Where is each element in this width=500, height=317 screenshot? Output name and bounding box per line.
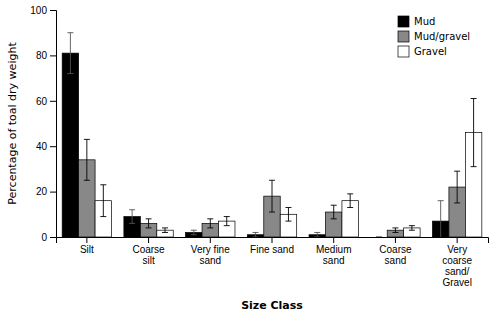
tick: 40 bbox=[36, 141, 56, 152]
error-bar bbox=[331, 205, 337, 219]
tick: Fine sand bbox=[250, 237, 294, 255]
series bbox=[79, 139, 466, 237]
series bbox=[62, 33, 449, 237]
legend-swatch bbox=[398, 16, 409, 27]
error-bar bbox=[224, 217, 230, 226]
tick-label: Silt bbox=[80, 244, 94, 255]
tick-label: 0 bbox=[41, 232, 47, 243]
error-bar bbox=[285, 207, 291, 221]
tick-mark bbox=[50, 146, 56, 147]
error-bar bbox=[376, 237, 382, 238]
legend-label: Mud/gravel bbox=[414, 31, 470, 42]
error-bar bbox=[191, 230, 197, 235]
error-bar bbox=[100, 185, 106, 217]
error-bar bbox=[84, 139, 90, 180]
error-bar bbox=[67, 33, 73, 74]
tick-mark bbox=[50, 10, 56, 11]
tick-mark bbox=[50, 237, 56, 238]
tick-mark bbox=[50, 101, 56, 102]
tick-label: Mediumsand bbox=[316, 244, 352, 266]
error-bar bbox=[471, 99, 477, 167]
tick-mark bbox=[148, 237, 149, 243]
error-bar bbox=[146, 219, 152, 228]
error-bar bbox=[129, 210, 135, 224]
plot: 0 20 40 60 80 100 Silt Coarsesilt Very finesand F… bbox=[30, 5, 488, 288]
legend-swatch bbox=[398, 46, 409, 57]
tick: Very finesand bbox=[191, 237, 230, 266]
tick-label: Coarsesand bbox=[379, 244, 412, 266]
error-bar bbox=[347, 194, 353, 208]
tick: 0 bbox=[41, 232, 56, 243]
tick-label: Verycoarsesand/Gravel bbox=[442, 244, 472, 288]
error-bar bbox=[409, 226, 415, 231]
tick: Coarsesand bbox=[379, 237, 412, 266]
x-axis-title: Size Class bbox=[241, 299, 303, 312]
tick-mark bbox=[50, 55, 56, 56]
tick-label: 100 bbox=[30, 5, 47, 16]
tick-label: Very finesand bbox=[191, 244, 230, 266]
marks bbox=[62, 33, 482, 237]
tick-label: Coarsesilt bbox=[132, 244, 165, 266]
error-bar bbox=[392, 228, 398, 233]
error-bar bbox=[253, 232, 259, 237]
tick: 20 bbox=[36, 186, 56, 197]
tick: 80 bbox=[36, 50, 56, 61]
tick: Silt bbox=[80, 237, 94, 255]
tick: 100 bbox=[30, 5, 56, 16]
tick-label: Fine sand bbox=[250, 244, 294, 255]
tick-mark bbox=[457, 237, 458, 243]
chart: 0 20 40 60 80 100 Silt Coarsesilt Very finesand F… bbox=[0, 0, 500, 317]
bar bbox=[62, 53, 78, 237]
tick-mark bbox=[333, 237, 334, 243]
error-bar bbox=[454, 171, 460, 203]
legend-label: Mud bbox=[414, 16, 435, 27]
series bbox=[95, 99, 482, 237]
y-axis: 0 20 40 60 80 100 bbox=[30, 5, 56, 243]
tick-mark bbox=[210, 237, 211, 243]
error-bar bbox=[438, 201, 444, 237]
tick-mark bbox=[272, 237, 273, 243]
tick-mark bbox=[395, 237, 396, 243]
error-bar bbox=[162, 228, 168, 233]
tick-label: 80 bbox=[36, 50, 48, 61]
legend-item: Mud/gravel bbox=[398, 31, 470, 42]
tick-label: 60 bbox=[36, 96, 48, 107]
error-bar bbox=[314, 232, 320, 237]
legend-label: Gravel bbox=[414, 46, 447, 57]
legend-item: Mud bbox=[398, 16, 435, 27]
bar bbox=[371, 237, 387, 238]
tick: Mediumsand bbox=[316, 237, 352, 266]
tick-label: 40 bbox=[36, 141, 48, 152]
axis-line bbox=[50, 11, 57, 238]
tick: 60 bbox=[36, 96, 56, 107]
legend-swatch bbox=[398, 31, 409, 42]
tick-mark bbox=[50, 192, 56, 193]
legend: Mud Mud/gravel Gravel bbox=[398, 16, 470, 57]
x-axis: Silt Coarsesilt Very finesand Fine sand Medi… bbox=[57, 237, 489, 288]
tick-label: 20 bbox=[36, 186, 48, 197]
error-bar bbox=[269, 180, 275, 212]
error-bar bbox=[207, 219, 213, 228]
tick-mark bbox=[86, 237, 87, 243]
axis-line bbox=[57, 238, 489, 244]
tick: Verycoarsesand/Gravel bbox=[442, 237, 472, 288]
tick: Coarsesilt bbox=[132, 237, 165, 266]
legend-item: Gravel bbox=[398, 46, 447, 57]
y-axis-title: Percentage of toal dry weight bbox=[6, 42, 19, 205]
